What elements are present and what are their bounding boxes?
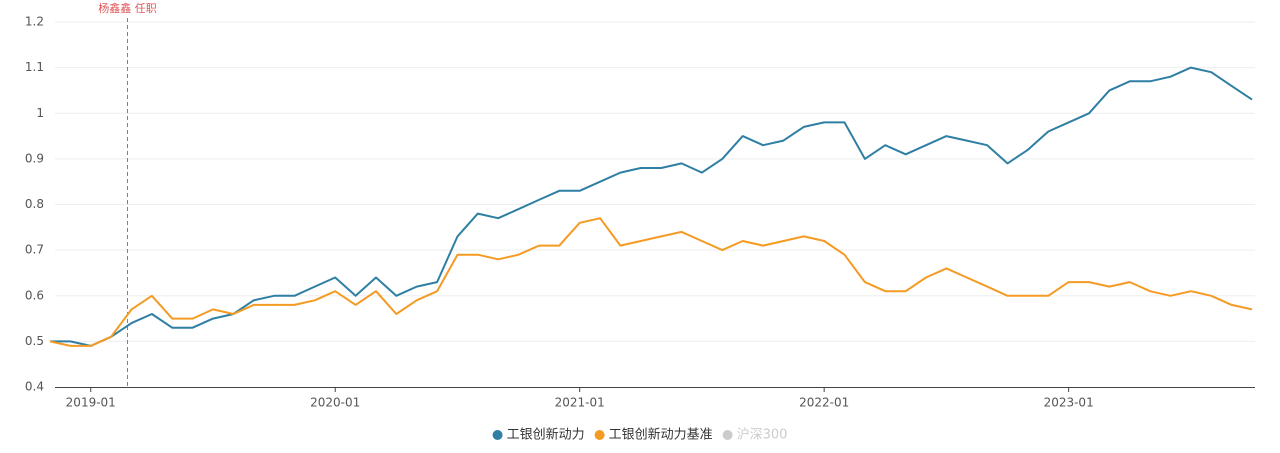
y-tick-label: 1.1 — [25, 60, 44, 74]
y-tick-label: 1.2 — [25, 15, 44, 29]
y-tick-label: 0.5 — [25, 334, 44, 348]
x-tick-label: 2022-01 — [799, 396, 849, 410]
annotation-label: 杨鑫鑫 任职 — [98, 1, 157, 15]
legend-label: 沪深300 — [737, 427, 788, 443]
series-line — [50, 66, 1253, 347]
y-tick-label: 0.8 — [25, 197, 44, 211]
x-tick-label: 2021-01 — [555, 396, 605, 410]
y-tick-label: 0.9 — [25, 151, 44, 165]
y-tick-label: 0.6 — [25, 288, 44, 302]
legend-marker — [594, 430, 605, 440]
legend-label: 工银创新动力基准 — [609, 427, 713, 443]
y-tick-label: 0.7 — [25, 243, 44, 257]
legend-marker — [492, 430, 503, 440]
legend: 工银创新动力 工银创新动力基准 沪深300 — [492, 427, 788, 443]
y-tick-label: 0.4 — [25, 380, 44, 394]
x-tick-label: 2023-01 — [1044, 396, 1094, 410]
y-tick-label: 1 — [36, 106, 44, 120]
legend-label: 工银创新动力 — [507, 427, 585, 443]
x-tick-label: 2019-01 — [66, 396, 116, 410]
x-tick-label: 2020-01 — [310, 396, 360, 410]
legend-marker — [722, 430, 733, 440]
series-line — [49, 217, 1253, 347]
